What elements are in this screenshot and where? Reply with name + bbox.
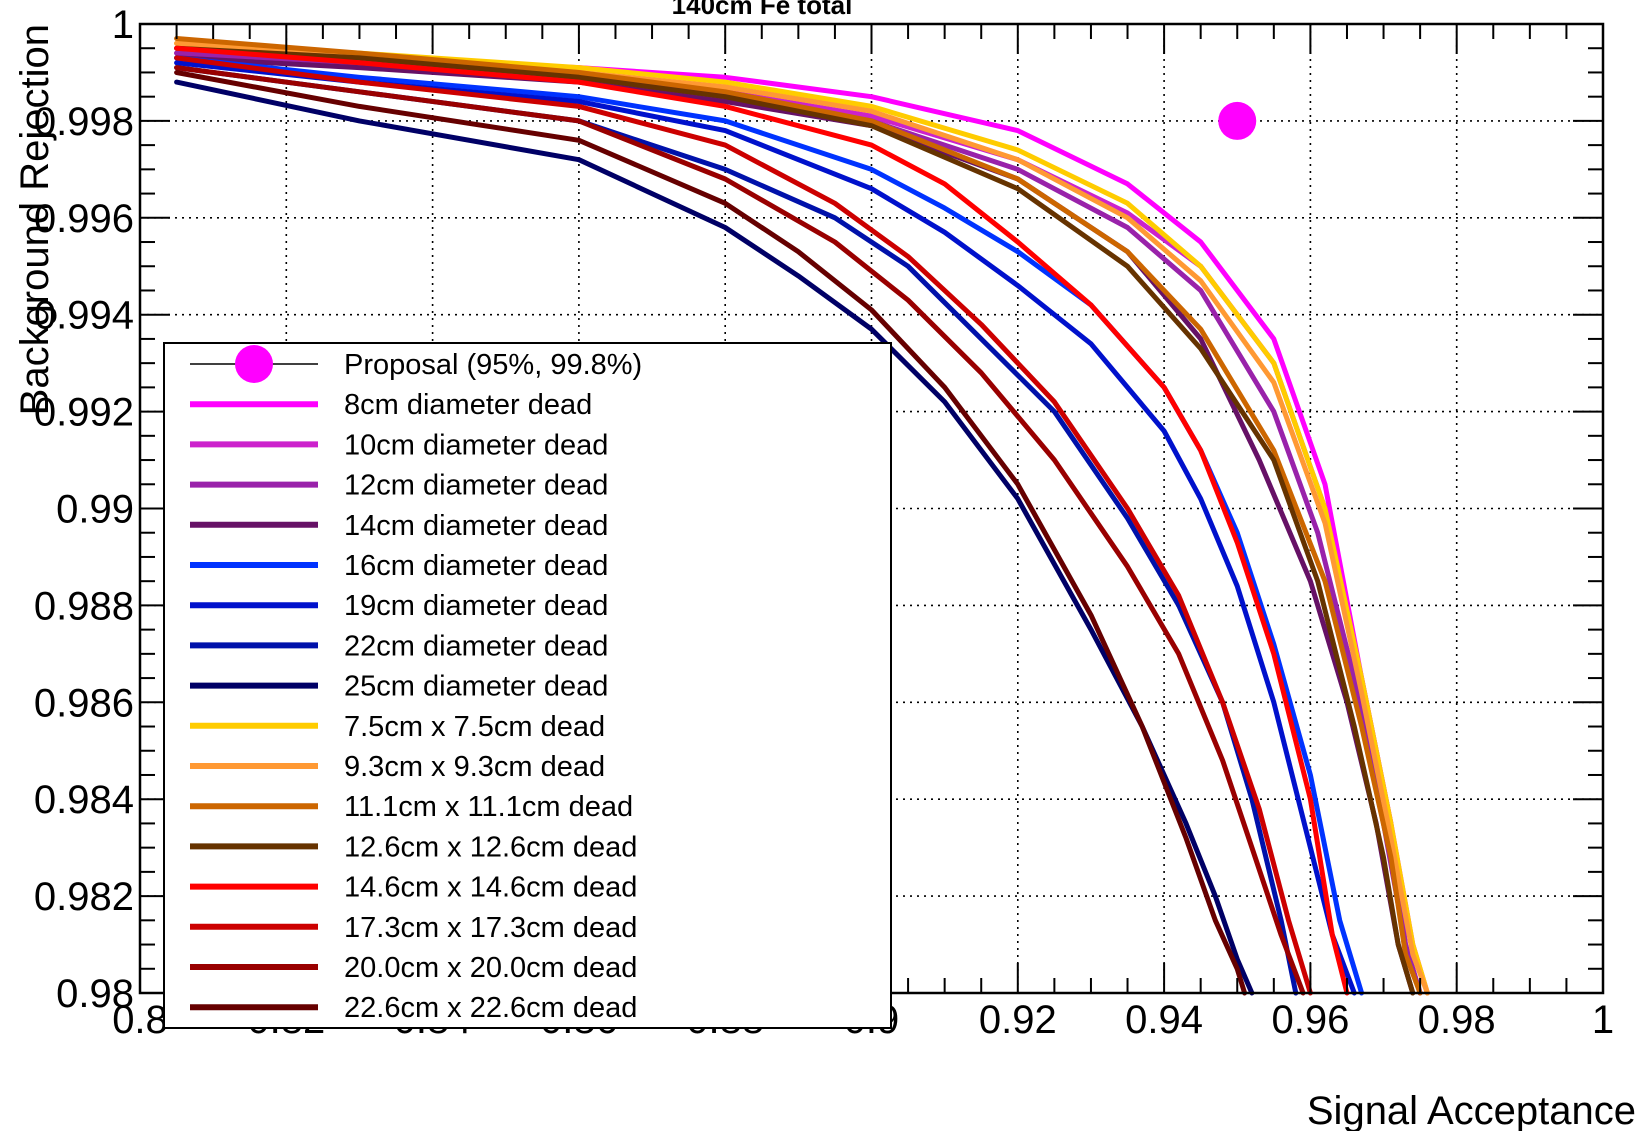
- series-line: [174, 45, 1350, 996]
- y-tick-labels: 0.98 0.982 0.984 0.986 0.988 0.99 0.992 0.994 0.…: [34, 3, 134, 1016]
- series-line: [174, 36, 1423, 996]
- legend-label: 14.6cm x 14.6cm dead: [344, 872, 637, 904]
- y-tick-label: 0.986: [34, 681, 134, 725]
- y-tick-label: 0.99: [56, 488, 134, 532]
- axis-ticks: [139, 23, 1604, 994]
- legend-label: 25cm diameter dead: [344, 671, 608, 703]
- y-tick-label: 0.98: [56, 972, 134, 1016]
- series-lines: [174, 36, 1430, 996]
- chart-title: 140cm Fe total: [672, 0, 853, 20]
- y-axis-title: Background Rejection: [13, 24, 57, 415]
- legend-label: 9.3cm x 9.3cm dead: [344, 751, 605, 783]
- legend-label: Proposal (95%, 99.8%): [344, 349, 642, 381]
- series-line: [174, 40, 1430, 996]
- x-tick-label: 0.94: [1125, 998, 1203, 1042]
- x-tick-label: 0.92: [979, 998, 1057, 1042]
- legend-label: 16cm diameter dead: [344, 550, 608, 582]
- y-tick-label: 0.998: [34, 100, 134, 144]
- series-line: [174, 60, 1357, 996]
- legend: Proposal (95%, 99.8%) 8cm diameter dead 10…: [163, 342, 892, 1029]
- legend-label: 11.1cm x 11.1cm dead: [344, 791, 633, 823]
- legend-label: 22cm diameter dead: [344, 630, 608, 662]
- series-line: [174, 70, 1248, 996]
- proposal-marker: [1218, 101, 1257, 140]
- y-tick-label: 0.984: [34, 778, 134, 822]
- y-tick-label: 0.992: [34, 391, 134, 435]
- legend-label: 7.5cm x 7.5cm dead: [344, 711, 605, 743]
- x-tick-label: 1: [1592, 998, 1614, 1042]
- legend-label: 12cm diameter dead: [344, 470, 608, 502]
- legend-label: 10cm diameter dead: [344, 429, 608, 461]
- x-tick-label: 0.96: [1271, 998, 1349, 1042]
- x-axis-title: Signal Acceptance: [1307, 1089, 1636, 1131]
- legend-marker-swatch: [235, 345, 273, 383]
- legend-label: 12.6cm x 12.6cm dead: [344, 831, 637, 863]
- legend-label: 20.0cm x 20.0cm dead: [344, 952, 637, 984]
- y-tick-label: 1: [112, 3, 134, 47]
- legend-label: 19cm diameter dead: [344, 590, 608, 622]
- series-line: [174, 45, 1416, 996]
- series-line: [174, 55, 1313, 996]
- y-tick-label: 0.988: [34, 584, 134, 628]
- x-tick-label: 0.98: [1418, 998, 1496, 1042]
- y-tick-label: 0.996: [34, 197, 134, 241]
- y-tick-label: 0.994: [34, 294, 134, 338]
- legend-label: 22.6cm x 22.6cm dead: [344, 992, 637, 1024]
- legend-label: 17.3cm x 17.3cm dead: [344, 912, 637, 944]
- proposal-marker-layer: [1218, 101, 1257, 140]
- legend-label: 14cm diameter dead: [344, 510, 608, 542]
- series-line: [174, 65, 1306, 996]
- legend-label: 8cm diameter dead: [344, 389, 592, 421]
- series-line: [174, 79, 1255, 996]
- y-tick-label: 0.982: [34, 875, 134, 919]
- x-tick-label: 0.8: [112, 998, 168, 1042]
